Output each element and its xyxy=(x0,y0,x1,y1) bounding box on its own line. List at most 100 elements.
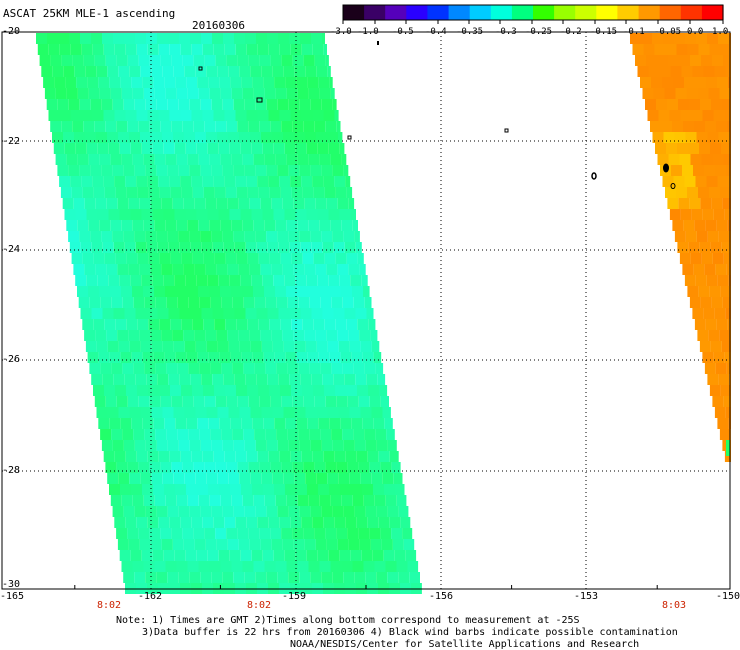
swath-cell xyxy=(200,440,212,451)
swath-cell xyxy=(707,132,719,143)
swath-cell xyxy=(239,341,251,352)
swath-cell xyxy=(220,154,232,165)
swath-cell xyxy=(398,506,409,517)
swath-cell xyxy=(166,363,178,374)
swath-cell xyxy=(341,220,353,231)
swath-cell xyxy=(173,66,185,77)
swath-cell xyxy=(241,352,253,363)
swath-cell xyxy=(185,143,197,154)
swath-cell xyxy=(361,275,368,286)
swath-cell xyxy=(227,198,239,209)
swath-cell xyxy=(304,539,316,550)
swath-cell xyxy=(271,264,283,275)
swath-cell xyxy=(117,539,129,550)
swath-cell xyxy=(685,33,696,44)
swath-cell xyxy=(343,231,355,242)
swath-cell xyxy=(288,506,300,517)
swath-cell xyxy=(367,451,379,462)
swath-cell xyxy=(217,407,229,418)
swath-cell xyxy=(178,231,190,242)
swath-cell xyxy=(91,33,102,44)
swath-cell xyxy=(340,484,351,495)
swath-cell xyxy=(670,66,682,77)
swath-cell xyxy=(635,55,646,66)
swath-cell xyxy=(167,440,179,451)
swath-cell xyxy=(325,528,337,539)
swath-cell xyxy=(233,99,245,110)
swath-cell xyxy=(185,550,197,561)
swath-cell xyxy=(245,33,256,44)
swath-cell xyxy=(315,198,327,209)
swath-cell xyxy=(108,143,120,154)
swath-cell xyxy=(235,44,247,55)
swath-cell xyxy=(278,374,290,385)
swath-cell xyxy=(305,66,317,77)
swath-cell xyxy=(162,132,173,143)
swath-cell xyxy=(246,44,258,55)
swath-cell xyxy=(132,220,144,231)
swath-cell xyxy=(242,561,254,572)
swath-cell xyxy=(653,88,665,99)
swath-cell xyxy=(96,132,107,143)
swath-cell xyxy=(189,231,201,242)
swath-cell xyxy=(151,407,163,418)
swath-cell xyxy=(291,385,302,396)
swath-cell xyxy=(230,352,242,363)
swath-cell xyxy=(709,385,721,396)
swath-cell xyxy=(130,209,142,220)
swath-cell xyxy=(99,154,111,165)
swath-cell xyxy=(279,176,291,187)
swath-cell xyxy=(677,242,689,253)
swath-cell xyxy=(310,165,322,176)
swath-cell xyxy=(338,407,350,418)
swath-cell xyxy=(132,88,144,99)
swath-cell xyxy=(260,198,272,209)
swath-cell xyxy=(335,319,347,330)
swath-cell xyxy=(151,341,163,352)
swath-cell xyxy=(706,77,717,88)
swath-cell xyxy=(179,242,191,253)
swath-cell xyxy=(259,55,271,66)
swath-cell xyxy=(196,209,208,220)
lat-label: -28 xyxy=(2,465,21,476)
swath-cell xyxy=(170,319,182,330)
swath-cell xyxy=(292,462,304,473)
swath-cell xyxy=(347,528,359,539)
swath-cell xyxy=(345,176,351,187)
swath-cell xyxy=(186,77,198,88)
swath-cell xyxy=(137,385,148,396)
swath-cell xyxy=(322,242,334,253)
swath-cell xyxy=(156,165,168,176)
map-date: 20160306 xyxy=(192,19,245,32)
swath-cell xyxy=(255,231,267,242)
swath-cell xyxy=(190,374,202,385)
swath-cell xyxy=(156,99,168,110)
swath-cell xyxy=(160,396,172,407)
swath-cell xyxy=(391,528,403,539)
swath-cell xyxy=(292,121,304,132)
swath-cell xyxy=(683,121,694,132)
swath-cell xyxy=(641,33,652,44)
swath-cell xyxy=(218,275,230,286)
swath-cell xyxy=(203,253,215,264)
swath-cell xyxy=(241,77,253,88)
swath-cell xyxy=(192,319,204,330)
swath-cell xyxy=(708,88,720,99)
colorbar-tick-label: -1.0 xyxy=(357,27,379,37)
swath-cell xyxy=(114,176,126,187)
swath-cell xyxy=(688,242,700,253)
swath-cell xyxy=(204,462,216,473)
swath-cell xyxy=(198,154,210,165)
swath-cell xyxy=(221,429,233,440)
swath-cell xyxy=(66,220,78,231)
swath-cell xyxy=(400,517,411,528)
swath-cell xyxy=(173,473,185,484)
swath-cell xyxy=(112,506,124,517)
swath-cell xyxy=(244,572,256,583)
swath-cell xyxy=(395,484,405,495)
swath-cell xyxy=(330,286,341,297)
swath-cell xyxy=(62,198,74,209)
swath-cell xyxy=(672,220,684,231)
swath-cell xyxy=(206,473,218,484)
swath-cell xyxy=(676,44,688,55)
